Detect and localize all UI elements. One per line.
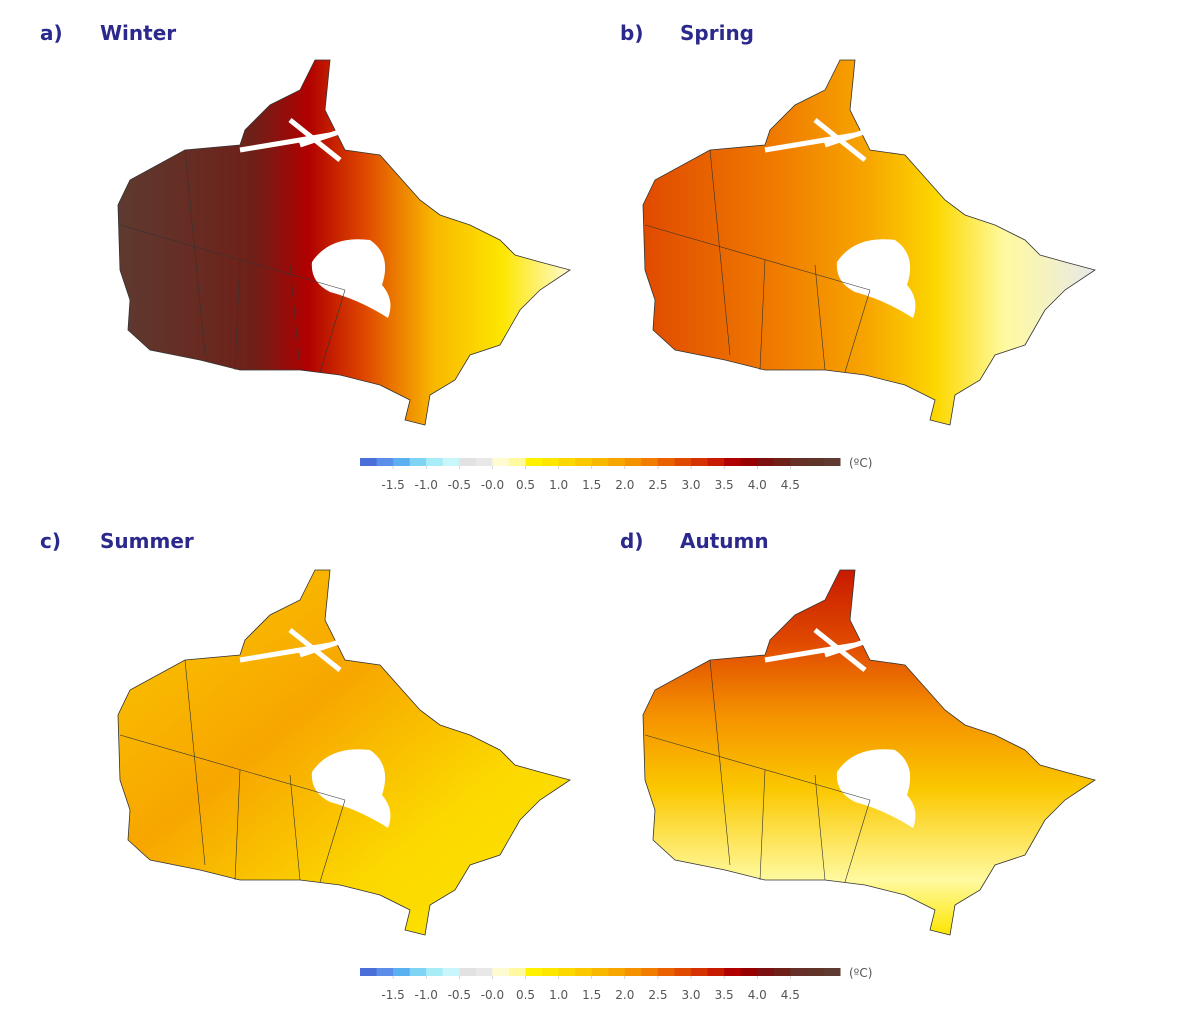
panel-letter: a) bbox=[40, 21, 63, 45]
panel-title: Winter bbox=[100, 21, 176, 45]
colorbar-bin bbox=[674, 968, 692, 976]
colorbar-bin bbox=[773, 458, 791, 466]
colorbar-bin bbox=[393, 968, 411, 976]
colorbar-bin bbox=[740, 458, 758, 466]
map-autumn bbox=[643, 570, 1095, 935]
colorbar-bin bbox=[459, 458, 477, 466]
colorbar-bin bbox=[823, 458, 841, 466]
colorbar-bin bbox=[542, 968, 560, 976]
colorbar-bin bbox=[558, 458, 576, 466]
map-summer bbox=[118, 570, 570, 935]
colorbar-tick-label: 4.0 bbox=[748, 988, 767, 1002]
colorbar-bin bbox=[409, 968, 427, 976]
colorbar-tick-label: 1.5 bbox=[582, 988, 601, 1002]
colorbar-bin bbox=[641, 458, 659, 466]
colorbar-bin bbox=[691, 968, 709, 976]
colorbar-bin bbox=[757, 968, 775, 976]
colorbar-tick-label: -1.5 bbox=[381, 988, 404, 1002]
colorbar-bin bbox=[376, 968, 394, 976]
colorbar-bin bbox=[360, 968, 378, 976]
colorbar-tick-label: 3.5 bbox=[715, 988, 734, 1002]
colorbar-tick-label: 2.0 bbox=[615, 478, 634, 492]
colorbar-bin bbox=[608, 458, 626, 466]
colorbar-bin bbox=[459, 968, 477, 976]
colorbar-bin bbox=[393, 458, 411, 466]
panel-title: Spring bbox=[680, 21, 754, 45]
colorbar-bin bbox=[790, 968, 808, 976]
colorbar-bin bbox=[823, 968, 841, 976]
colorbar-tick-label: 2.5 bbox=[648, 988, 667, 1002]
colorbar-tick-label: 4.0 bbox=[748, 478, 767, 492]
colorbar-tick-label: 2.0 bbox=[615, 988, 634, 1002]
panel-letter: b) bbox=[620, 21, 643, 45]
colorbar-bin bbox=[360, 458, 378, 466]
colorbar-bin bbox=[409, 458, 427, 466]
colorbar-bin bbox=[773, 968, 791, 976]
colorbar-bin bbox=[492, 458, 510, 466]
panel-title: Autumn bbox=[680, 529, 769, 553]
colorbar-bin bbox=[724, 458, 742, 466]
colorbar-unit: (ºC) bbox=[849, 456, 872, 470]
colorbar-bin bbox=[442, 458, 460, 466]
colorbar-tick-label: 3.0 bbox=[681, 478, 700, 492]
colorbar-bin bbox=[806, 968, 824, 976]
colorbar-bin bbox=[475, 968, 493, 976]
colorbar-bin bbox=[724, 968, 742, 976]
colorbar-bin bbox=[624, 968, 642, 976]
colorbar-bin bbox=[575, 458, 593, 466]
colorbar-bin bbox=[376, 458, 394, 466]
colorbar-unit: (ºC) bbox=[849, 966, 872, 980]
colorbar-tick-label: 3.5 bbox=[715, 478, 734, 492]
colorbar-bin bbox=[558, 968, 576, 976]
colorbar-bin bbox=[657, 458, 675, 466]
colorbar-tick-label: -0.5 bbox=[448, 988, 471, 1002]
colorbar-bin bbox=[591, 458, 609, 466]
colorbar-bin bbox=[608, 968, 626, 976]
colorbar-tick-label: -0.0 bbox=[481, 988, 504, 1002]
colorbar-tick-label: -0.0 bbox=[481, 478, 504, 492]
map-winter bbox=[118, 60, 570, 425]
colorbar-bin bbox=[691, 458, 709, 466]
colorbar-bin bbox=[641, 968, 659, 976]
colorbar-bin bbox=[542, 458, 560, 466]
colorbar-bin bbox=[525, 458, 543, 466]
colorbar-bin bbox=[591, 968, 609, 976]
colorbar-bin bbox=[508, 968, 527, 976]
colorbar-tick-label: 0.5 bbox=[516, 478, 535, 492]
colorbar-bin bbox=[657, 968, 675, 976]
colorbar-tick-label: 0.5 bbox=[516, 988, 535, 1002]
map-spring bbox=[643, 60, 1095, 425]
colorbar-bin bbox=[757, 458, 775, 466]
colorbar-tick-label: 1.5 bbox=[582, 478, 601, 492]
colorbar-bin bbox=[426, 458, 444, 466]
panel-letter: c) bbox=[40, 529, 61, 553]
panel-letter: d) bbox=[620, 529, 643, 553]
colorbar-bin bbox=[442, 968, 460, 976]
colorbar-tick-label: 3.0 bbox=[681, 988, 700, 1002]
colorbar-bin bbox=[674, 458, 692, 466]
colorbar-tick-label: -1.0 bbox=[414, 988, 437, 1002]
colorbar-tick-label: 4.5 bbox=[781, 478, 800, 492]
colorbar-bin bbox=[508, 458, 527, 466]
colorbar-bin bbox=[707, 458, 725, 466]
colorbar-bin bbox=[475, 458, 493, 466]
colorbar-tick-label: 2.5 bbox=[648, 478, 667, 492]
colorbar-bin bbox=[707, 968, 725, 976]
colorbar-bin bbox=[492, 968, 510, 976]
colorbar-tick-label: -0.5 bbox=[448, 478, 471, 492]
colorbar-tick-label: 1.0 bbox=[549, 478, 568, 492]
colorbar-tick-label: -1.0 bbox=[414, 478, 437, 492]
colorbar-bin bbox=[426, 968, 444, 976]
panel-title: Summer bbox=[100, 529, 194, 553]
colorbar-bin bbox=[624, 458, 642, 466]
colorbar-tick-label: 1.0 bbox=[549, 988, 568, 1002]
colorbar-bin bbox=[525, 968, 543, 976]
colorbar-bin bbox=[740, 968, 758, 976]
colorbar-tick-label: 4.5 bbox=[781, 988, 800, 1002]
colorbar-bin bbox=[806, 458, 824, 466]
colorbar-bin bbox=[575, 968, 593, 976]
colorbar-tick-label: -1.5 bbox=[381, 478, 404, 492]
colorbar-bin bbox=[790, 458, 808, 466]
